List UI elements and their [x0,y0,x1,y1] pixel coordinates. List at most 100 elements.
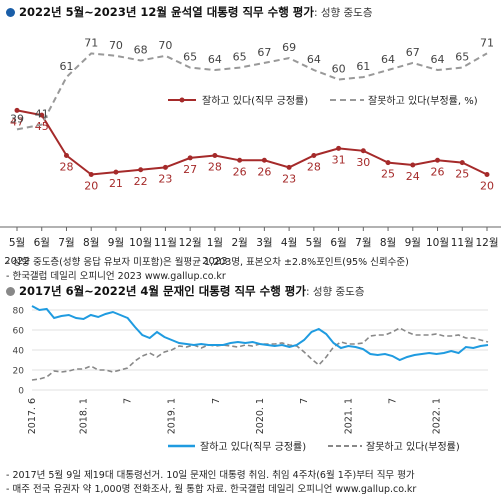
data-label: 47 [10,115,24,128]
title-bullet-icon [6,287,15,296]
data-point [63,153,69,158]
data-label: 26 [257,165,271,178]
data-label: 67 [406,46,420,59]
data-label: 26 [431,165,445,178]
x-tick-label: 2월 [231,237,247,249]
data-point [88,172,94,177]
data-label: 20 [84,180,98,193]
y-tick-label: 0 [18,387,24,397]
x-tick-label: 2018. 1 [78,398,89,434]
x-tick-label: 11월 [451,237,474,249]
x-tick-label: 2021. 1 [343,398,354,434]
x-tick-label: 12월 [475,237,498,249]
data-label: 67 [257,46,271,59]
top-chart-title: 2022년 5월~2023년 12월 윤석열 대통령 직무 수행 평가: 성향 … [6,4,372,20]
y-tick-label: 80 [13,307,25,317]
x-tick-label: 12월 [179,237,202,249]
data-label: 60 [332,63,346,76]
data-label: 25 [455,168,469,181]
data-label: 27 [183,163,197,176]
data-label: 28 [208,161,222,174]
data-label: 64 [307,53,321,66]
x-year-label: 2023 [202,256,227,267]
data-point [410,162,416,168]
data-label: 64 [431,53,445,66]
series-line-negative [16,52,488,131]
data-label: 71 [480,36,494,49]
x-tick-label: 5월 [306,237,322,249]
x-tick-label: 2017. 6 [27,398,38,434]
data-point [459,160,465,166]
data-point [212,153,218,158]
x-tick-label: 2019. 1 [167,398,178,434]
data-label: 70 [109,39,123,52]
x-tick-label: 7 [123,398,134,404]
legend-label-positive: 잘하고 있다(직무 긍정률) [202,94,308,107]
data-label: 24 [406,170,420,183]
x-tick-label: 9월 [108,237,124,249]
data-label: 64 [381,53,395,66]
data-label: 25 [381,168,395,181]
data-point [435,157,441,163]
x-tick-label: 10월 [129,237,152,249]
data-point [484,172,490,177]
x-tick-label: 6월 [330,237,346,249]
top-line-chart: 47 45 28 20 21 22 23 27 28 26 26 23 28 31 30 25 24 26 25 20… [0,36,501,267]
data-label: 41 [35,108,49,121]
data-point [385,160,391,166]
x-tick-label: 8월 [380,237,396,249]
x-tick-label: 3월 [256,237,272,249]
data-point [187,155,193,161]
x-tick-label: 1월 [207,237,223,249]
data-label: 64 [208,53,222,66]
data-label: 70 [158,39,172,52]
x-tick-label: 7 [387,398,398,404]
bottom-note-1: - 2017년 5월 9일 제19대 대통령선거. 10일 문재인 대통령 취임… [6,470,415,481]
x-tick-label: 8월 [83,237,99,249]
data-point [39,112,45,118]
top-note-1: - 성향 중도층(성향 응답 유보자 미포함)은 월평균 1,203명, 표본오… [6,257,409,268]
data-label: 28 [307,161,321,174]
bottom-note-2: - 매주 전국 유권자 약 1,000명 전화조사, 월 통합 자료. 한국갤럽… [6,484,417,495]
bottom-chart-title: 2017년 6월~2022년 4월 문재인 대통령 직무 수행 평가: 성향 중… [6,283,364,299]
data-point [162,164,168,170]
y-tick-label: 20 [13,367,25,377]
x-tick-label: 7월 [355,237,371,249]
data-point [261,157,267,163]
x-tick-label: 10월 [426,237,449,249]
data-point [336,145,342,151]
series-line-positive [31,305,489,362]
data-point [311,153,317,158]
data-label: 30 [356,156,370,169]
x-tick-label: 9월 [405,237,421,249]
top-subtitle-text: : 성향 중도층 [313,7,373,19]
data-label: 69 [282,41,296,54]
data-label: 26 [233,165,247,178]
data-label: 31 [332,153,346,166]
bottom-line-chart: 0 20 40 60 80 2017. 6 2018. 1 7 2019. 1 7 2020. 1 7… [13,305,489,453]
data-label: 65 [233,51,247,64]
data-point [286,164,292,170]
x-tick-label: 2020. 1 [255,398,266,434]
data-label: 45 [35,120,49,133]
data-label: 68 [134,44,148,57]
y-tick-label: 40 [13,347,25,357]
y-tick-label: 60 [13,327,25,337]
top-title-text: 2022년 5월~2023년 12월 윤석열 대통령 직무 수행 평가 [19,5,314,19]
top-note-2: - 한국갤럽 데일리 오피니언 2023 www.gallup.co.kr [6,271,226,282]
data-label: 23 [282,172,296,185]
x-tick-label: 7월 [58,237,74,249]
data-point [14,107,20,113]
legend-label-positive: 잘하고 있다(직무 긍정률) [200,440,306,453]
legend-marker-positive [179,97,185,103]
data-label: 22 [134,175,148,188]
bottom-title-text: 2017년 6월~2022년 4월 문재인 대통령 직무 수행 평가 [19,284,306,298]
data-label: 71 [84,36,98,49]
data-label: 65 [455,51,469,64]
data-label: 21 [109,177,123,190]
x-tick-label: 11월 [154,237,177,249]
data-label: 61 [59,60,73,73]
data-label: 65 [183,51,197,64]
series-line-positive [16,109,488,176]
x-tick-label: 6월 [34,237,50,249]
